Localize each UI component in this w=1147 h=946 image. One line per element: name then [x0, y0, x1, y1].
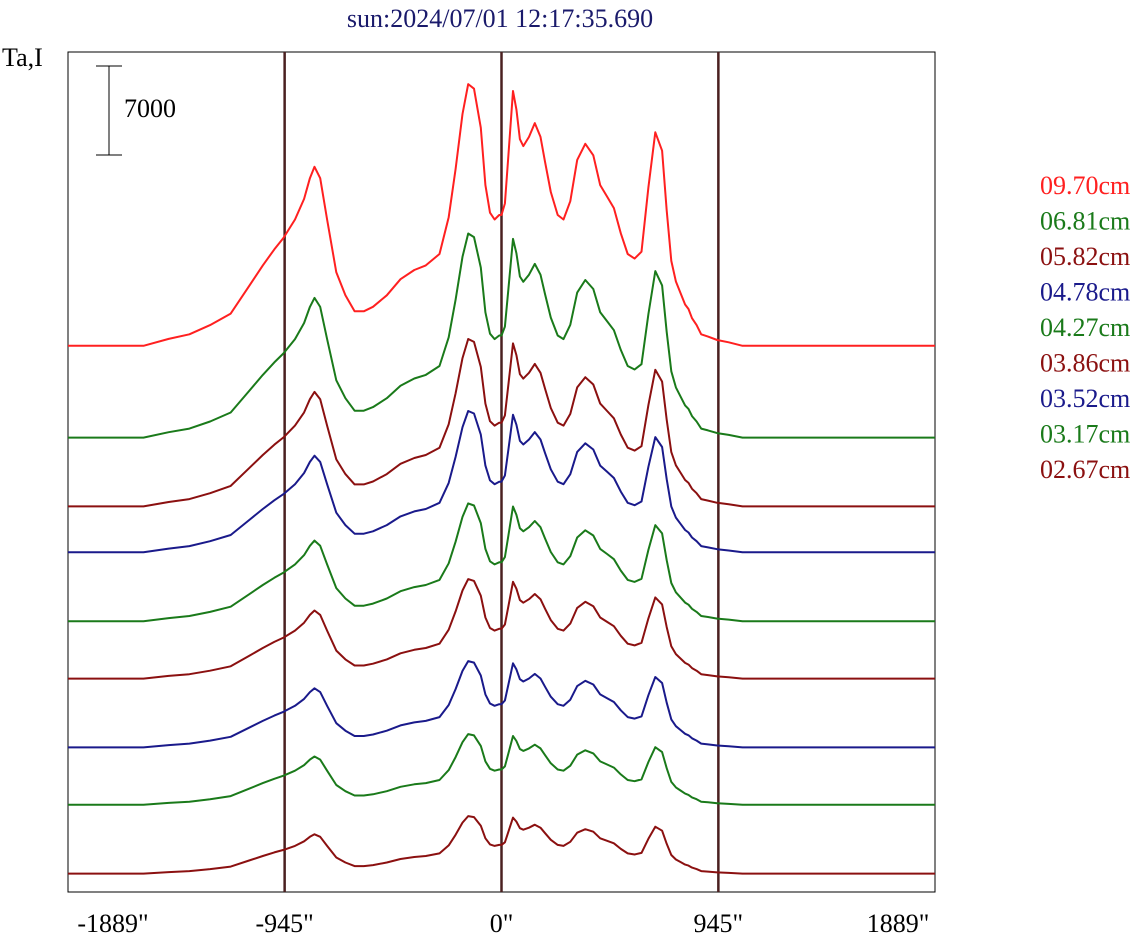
series-line-09.70cm	[68, 83, 935, 347]
scale-bar-label: 7000	[124, 94, 176, 123]
series-line-02.67cm	[68, 815, 935, 875]
legend-entry-09.70cm: 09.70cm	[1040, 171, 1130, 200]
legend-entry-04.27cm: 04.27cm	[1040, 313, 1130, 342]
series-line-03.52cm	[68, 660, 935, 749]
reference-lines	[283, 52, 720, 892]
series-line-04.78cm	[68, 410, 935, 554]
x-tick-label-2: 0"	[490, 909, 514, 938]
x-tick-label-3: 945"	[694, 909, 744, 938]
legend: 09.70cm 06.81cm 05.82cm 04.78cm 04.27cm 03.86…	[1040, 171, 1130, 484]
series-lines	[68, 83, 935, 875]
series-line-05.82cm	[68, 338, 935, 508]
series-line-06.81cm	[68, 232, 935, 439]
x-tick-labels: -1889" -945" 0" 945" 1889"	[77, 909, 929, 938]
scale-bar: 7000	[96, 65, 176, 156]
legend-entry-05.82cm: 05.82cm	[1040, 242, 1130, 271]
y-axis-label: Ta,I	[2, 43, 43, 72]
legend-entry-02.67cm: 02.67cm	[1040, 455, 1130, 484]
legend-entry-03.17cm: 03.17cm	[1040, 420, 1130, 449]
chart-title: sun:2024/07/01 12:17:35.690	[347, 4, 653, 33]
x-tick-label-0: -1889"	[77, 909, 148, 938]
legend-entry-06.81cm: 06.81cm	[1040, 207, 1130, 236]
series-line-03.17cm	[68, 733, 935, 806]
series-line-04.27cm	[68, 502, 935, 623]
legend-entry-03.86cm: 03.86cm	[1040, 349, 1130, 378]
legend-entry-04.78cm: 04.78cm	[1040, 278, 1130, 307]
x-tick-label-4: 1889"	[867, 909, 930, 938]
legend-entry-03.52cm: 03.52cm	[1040, 384, 1130, 413]
x-tick-label-1: -945"	[255, 909, 313, 938]
series-line-03.86cm	[68, 578, 935, 680]
